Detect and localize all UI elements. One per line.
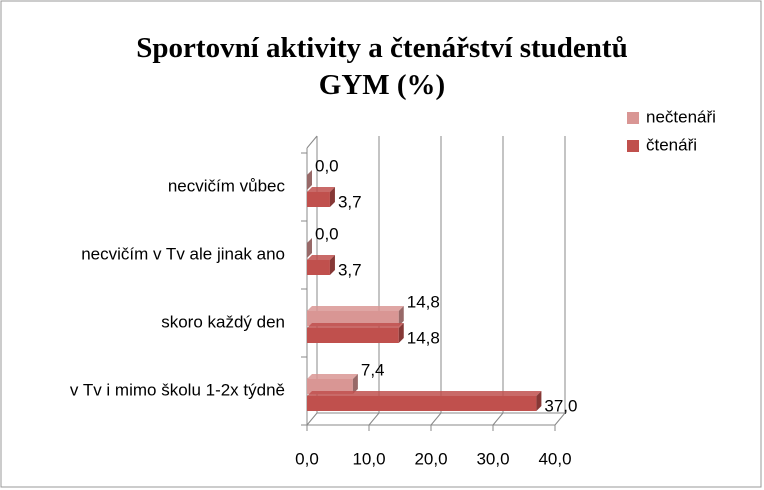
bar-side <box>307 238 312 258</box>
left-wall <box>306 135 318 149</box>
floor-line <box>554 412 566 426</box>
x-tick-label: 10,0 <box>352 449 385 468</box>
bar-side <box>307 170 312 190</box>
bar-front <box>307 192 330 207</box>
data-label: 0,0 <box>315 156 339 175</box>
y-tick-label: necvičím v Tv ale jinak ano <box>81 244 285 263</box>
bar <box>307 255 335 275</box>
data-label: 14,8 <box>407 292 440 311</box>
data-label: 3,7 <box>338 260 362 279</box>
bar-side <box>398 323 404 343</box>
legend-label: čtenáři <box>646 135 697 154</box>
bar-top <box>307 391 542 396</box>
bar <box>307 170 312 190</box>
bar-top <box>307 323 404 328</box>
bar <box>307 238 312 258</box>
bar <box>307 391 542 411</box>
data-label: 7,4 <box>361 360 385 379</box>
y-tick-label: necvičím vůbec <box>168 176 286 195</box>
legend-swatch <box>627 140 639 152</box>
x-tick-label: 30,0 <box>476 449 509 468</box>
floor-line <box>430 412 442 426</box>
bar-front <box>307 396 537 411</box>
bar-side <box>398 306 404 326</box>
x-tick-label: 20,0 <box>414 449 447 468</box>
bar <box>307 323 404 343</box>
bar-top <box>307 255 335 260</box>
bar-front <box>307 379 353 394</box>
bar-side <box>536 391 542 411</box>
bar-side <box>329 187 335 207</box>
bar-front <box>307 328 399 343</box>
bar-side <box>352 374 358 394</box>
bar-top <box>307 374 358 379</box>
data-label: 37,0 <box>544 396 577 415</box>
bar <box>307 306 404 326</box>
legend-label: nečtenáři <box>646 107 716 126</box>
bar-side <box>329 255 335 275</box>
bar-top <box>307 187 335 192</box>
bar-front <box>307 260 330 275</box>
y-tick-label: skoro každý den <box>161 312 285 331</box>
bar-top <box>307 306 404 311</box>
bar-front <box>307 311 399 326</box>
data-label: 3,7 <box>338 192 362 211</box>
data-label: 14,8 <box>407 328 440 347</box>
y-tick-label: v Tv i mimo školu 1-2x týdně <box>70 380 285 399</box>
floor-line <box>368 412 380 426</box>
floor-line <box>492 412 504 426</box>
legend-swatch <box>627 112 639 124</box>
bar <box>307 374 358 394</box>
x-tick-label: 40,0 <box>538 449 571 468</box>
chart-title: Sportovní aktivity a čtenářství studentů… <box>136 32 627 101</box>
x-tick-label: 0,0 <box>295 449 319 468</box>
bar <box>307 187 335 207</box>
data-label: 0,0 <box>315 224 339 243</box>
floor-line <box>306 412 318 426</box>
